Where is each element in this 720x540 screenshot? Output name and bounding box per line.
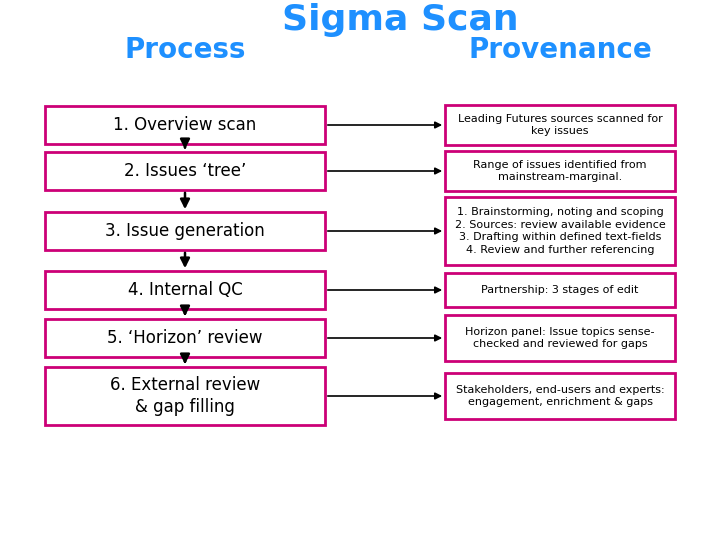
Text: 1. Brainstorming, noting and scoping
2. Sources: review available evidence
3. Dr: 1. Brainstorming, noting and scoping 2. … (454, 207, 665, 254)
FancyBboxPatch shape (445, 197, 675, 265)
FancyBboxPatch shape (45, 212, 325, 250)
FancyBboxPatch shape (45, 319, 325, 357)
Text: Leading Futures sources scanned for
key issues: Leading Futures sources scanned for key … (458, 114, 662, 136)
Text: 4. Internal QC: 4. Internal QC (127, 281, 243, 299)
Text: 3. Issue generation: 3. Issue generation (105, 222, 265, 240)
FancyBboxPatch shape (445, 273, 675, 307)
FancyBboxPatch shape (445, 315, 675, 361)
FancyBboxPatch shape (445, 105, 675, 145)
FancyBboxPatch shape (45, 271, 325, 309)
FancyBboxPatch shape (45, 106, 325, 144)
Text: Process: Process (125, 36, 246, 64)
Text: 5. ‘Horizon’ review: 5. ‘Horizon’ review (107, 329, 263, 347)
Text: Sigma Scan: Sigma Scan (282, 3, 518, 37)
FancyBboxPatch shape (45, 367, 325, 425)
Text: Range of issues identified from
mainstream-marginal.: Range of issues identified from mainstre… (473, 160, 647, 182)
Text: Stakeholders, end-users and experts:
engagement, enrichment & gaps: Stakeholders, end-users and experts: eng… (456, 385, 665, 407)
FancyBboxPatch shape (445, 373, 675, 419)
Text: 2. Issues ‘tree’: 2. Issues ‘tree’ (124, 162, 246, 180)
Text: Horizon panel: Issue topics sense-
checked and reviewed for gaps: Horizon panel: Issue topics sense- check… (465, 327, 654, 349)
Text: Provenance: Provenance (468, 36, 652, 64)
Text: 6. External review
& gap filling: 6. External review & gap filling (110, 376, 260, 416)
Text: Partnership: 3 stages of edit: Partnership: 3 stages of edit (481, 285, 639, 295)
FancyBboxPatch shape (45, 152, 325, 190)
Text: 1. Overview scan: 1. Overview scan (113, 116, 256, 134)
FancyBboxPatch shape (445, 151, 675, 191)
